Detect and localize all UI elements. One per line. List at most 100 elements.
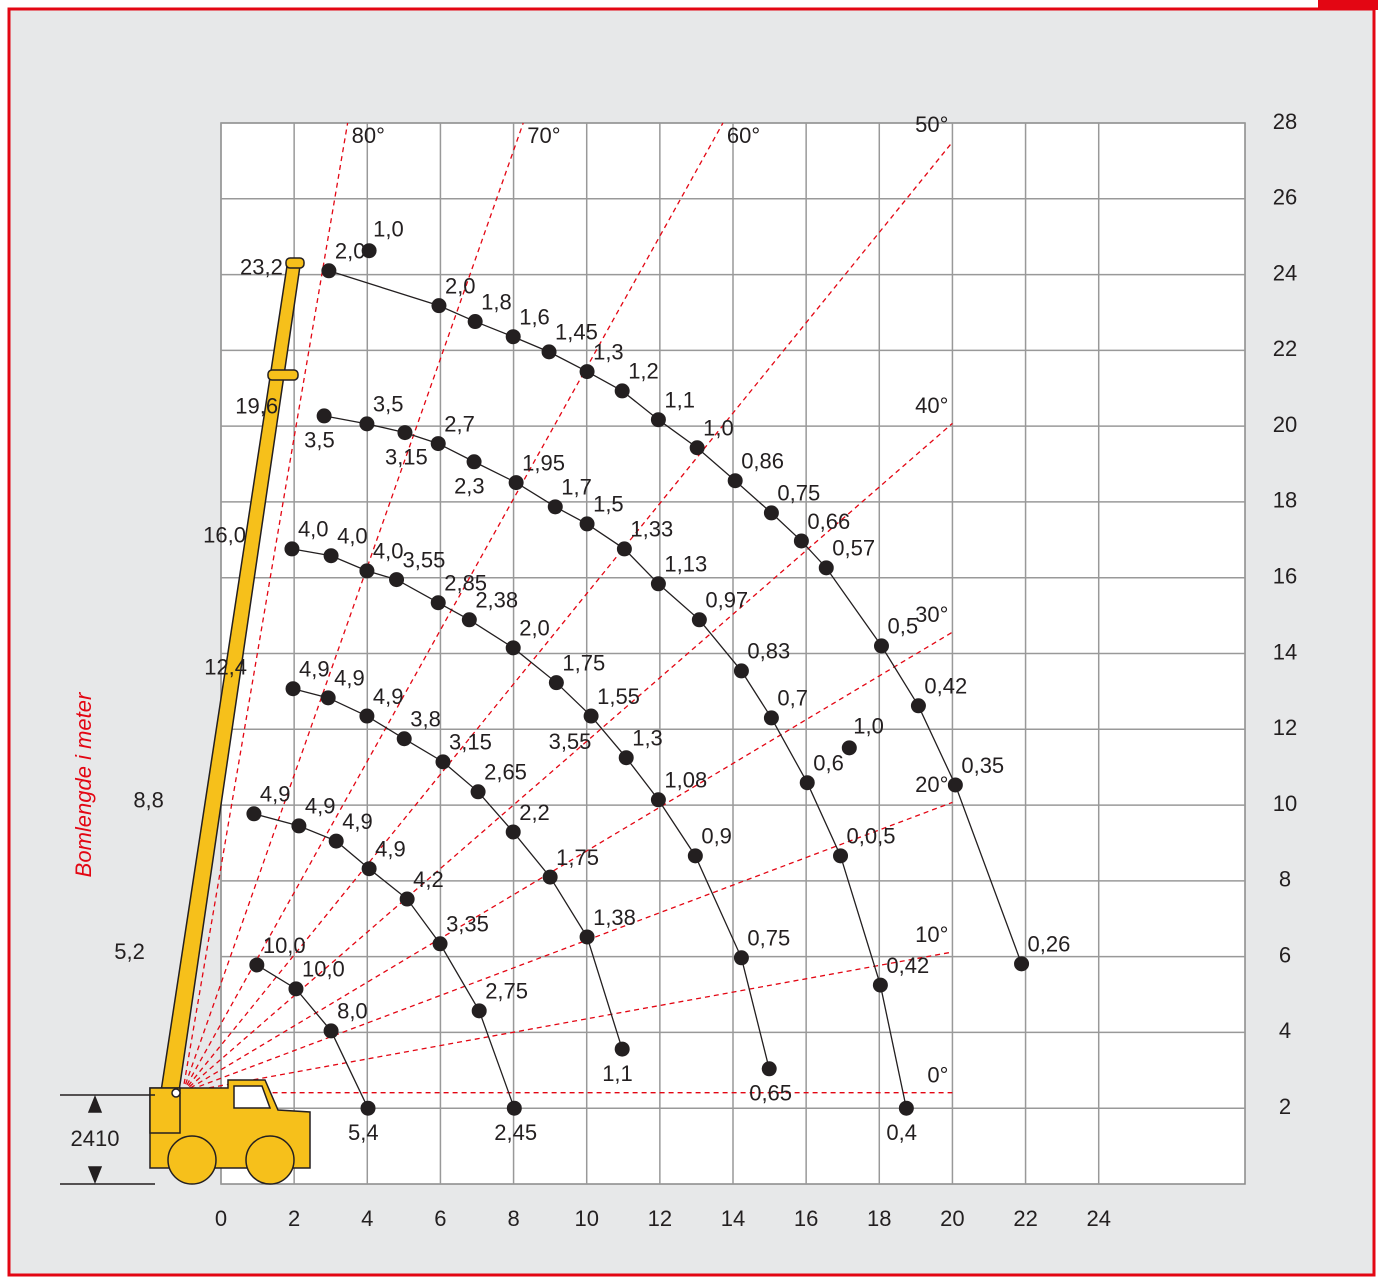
boom-length-label: 5,2	[114, 939, 145, 964]
angle-line	[182, 631, 953, 1094]
load-label: 0,97	[705, 588, 748, 613]
load-point	[579, 516, 595, 532]
load-label: 0,5	[887, 614, 918, 639]
y-tick-label: 24	[1273, 260, 1297, 285]
y-tick-label: 12	[1273, 715, 1297, 740]
load-point	[614, 383, 630, 399]
crane	[149, 257, 311, 1185]
load-label: 1,0	[703, 416, 734, 441]
load-label: 0,42	[886, 953, 929, 978]
load-label: 4,9	[299, 657, 330, 682]
load-label: 1,8	[481, 289, 512, 314]
load-label: 0,4	[886, 1120, 917, 1145]
load-point	[359, 416, 375, 432]
boom-tip	[285, 257, 305, 269]
load-point	[650, 792, 666, 808]
load-label: 0,6	[813, 751, 844, 776]
load-point	[328, 833, 344, 849]
angle-label: 40°	[915, 393, 948, 418]
load-point	[818, 560, 834, 576]
x-tick-label: 20	[940, 1206, 964, 1231]
load-label: 4,9	[375, 837, 406, 862]
load-point	[432, 936, 448, 952]
load-point	[359, 563, 375, 579]
load-label: 1,1	[602, 1061, 633, 1086]
load-label: 2,3	[454, 474, 485, 499]
load-point	[246, 806, 262, 822]
load-label: 2,7	[444, 411, 475, 436]
load-point	[505, 640, 521, 656]
load-point	[761, 1061, 777, 1077]
wheel	[245, 1135, 295, 1185]
angle-label: 30°	[915, 602, 948, 627]
load-label: 1,7	[561, 475, 592, 500]
load-label: 2,0	[445, 273, 476, 298]
x-tick-label: 18	[867, 1206, 891, 1231]
load-label: 2,75	[485, 979, 528, 1004]
angle-label: 20°	[915, 772, 948, 797]
x-tick-label: 12	[648, 1206, 672, 1231]
boom-length-label: 23,2	[240, 255, 283, 280]
load-label: 1,33	[630, 517, 673, 542]
load-point	[579, 929, 595, 945]
load-label: 1,08	[664, 768, 707, 793]
y-tick-label: 2	[1279, 1094, 1291, 1119]
boom-length-label: 8,8	[133, 788, 164, 813]
x-tick-label: 22	[1013, 1206, 1037, 1231]
load-point	[360, 1100, 376, 1116]
load-point	[389, 572, 405, 588]
load-label: 3,5	[304, 428, 335, 453]
load-label: 0,57	[832, 536, 875, 561]
x-tick-label: 4	[361, 1206, 373, 1231]
load-label: 1,2	[628, 359, 659, 384]
load-label: 4,0	[337, 524, 368, 549]
load-point	[249, 957, 265, 973]
y-tick-label: 26	[1273, 185, 1297, 210]
load-point	[650, 576, 666, 592]
load-point	[323, 1023, 339, 1039]
pivot-height-label: 2410	[71, 1126, 120, 1151]
load-label: 1,75	[556, 845, 599, 870]
load-label: 0,75	[777, 481, 820, 506]
y-tick-label: 10	[1273, 791, 1297, 816]
load-point	[650, 412, 666, 428]
x-tick-label: 8	[507, 1206, 519, 1231]
x-tick-label: 14	[721, 1206, 745, 1231]
load-point	[733, 663, 749, 679]
load-point	[430, 595, 446, 611]
load-point	[288, 981, 304, 997]
load-label: 0,0,5	[847, 824, 896, 849]
load-label: 4,9	[260, 782, 291, 807]
x-tick-label: 0	[215, 1206, 227, 1231]
load-point	[359, 708, 375, 724]
load-label: 3,15	[449, 730, 492, 755]
load-label: 0,75	[747, 926, 790, 951]
load-label: 0,26	[1028, 932, 1071, 957]
load-point	[548, 675, 564, 691]
load-point	[505, 329, 521, 345]
load-point	[397, 425, 413, 441]
y-tick-label: 4	[1279, 1018, 1291, 1043]
angle-label: 70°	[527, 123, 560, 148]
load-label: 0,9	[701, 824, 732, 849]
load-label: 3,55	[549, 729, 592, 754]
load-label: 4,9	[305, 794, 336, 819]
load-point	[616, 541, 632, 557]
load-label: 1,38	[593, 905, 636, 930]
load-label: 1,13	[664, 552, 707, 577]
load-label: 3,15	[385, 444, 428, 469]
load-point	[618, 750, 634, 766]
load-label: 1,75	[562, 650, 605, 675]
load-point	[316, 408, 332, 424]
load-point	[461, 612, 477, 628]
load-label: 0,65	[749, 1081, 792, 1106]
load-point	[285, 681, 301, 697]
angle-line	[182, 422, 953, 1094]
load-point	[323, 548, 339, 564]
load-point	[727, 473, 743, 489]
load-label: 2,0	[335, 239, 366, 264]
pivot	[171, 1088, 181, 1098]
load-label: 3,5	[373, 392, 404, 417]
load-label: 10,0	[302, 957, 345, 982]
load-label: 4,9	[342, 809, 373, 834]
